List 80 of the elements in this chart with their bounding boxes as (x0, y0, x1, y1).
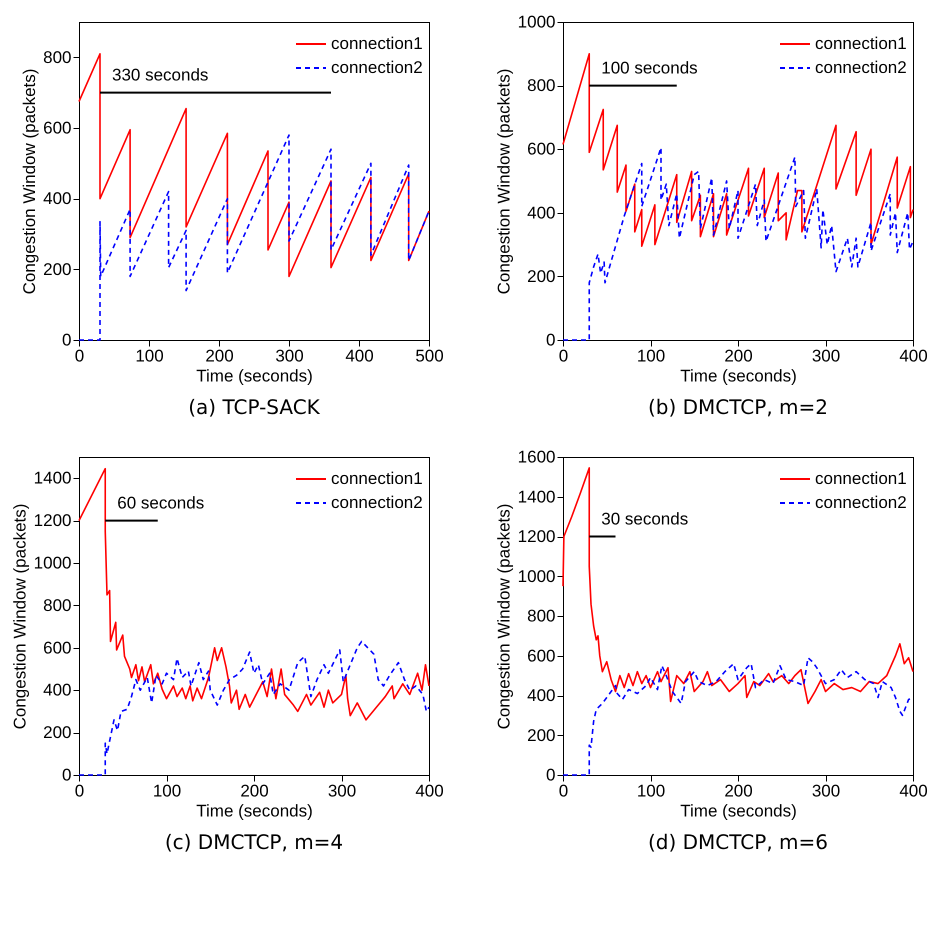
text: (c) DMCTCP, m=4 (164, 830, 344, 854)
y-tick-label: 400 (43, 680, 72, 700)
y-tick-label: 600 (43, 118, 72, 138)
annotation: 30 seconds (601, 510, 688, 528)
x-tick-label: 100 (636, 782, 666, 800)
y-tick-label: 800 (43, 596, 72, 615)
y-tick-label: 1000 (518, 566, 556, 586)
x-tick-label: 100 (636, 346, 666, 366)
y-tick-label: 200 (43, 723, 72, 742)
x-tick-label: 200 (724, 346, 753, 366)
y-tick-label: 800 (527, 76, 556, 96)
y-axis-title: Congestion Window (packets) (494, 504, 514, 730)
line-series (78, 53, 430, 278)
y-tick-label: 1200 (34, 511, 72, 530)
annotation: 330 seconds (112, 66, 208, 85)
line-series (78, 468, 430, 721)
x-tick-label: 200 (240, 782, 269, 800)
x-tick-label: 0 (558, 782, 568, 800)
legend-label: connection2 (815, 58, 907, 77)
legend-label: connection2 (331, 493, 423, 512)
line-series (562, 467, 914, 704)
legend-label: connection1 (815, 469, 907, 488)
y-tick-label: 1400 (34, 468, 72, 488)
line-series (562, 53, 914, 247)
text: (a) TCP-SACK (188, 395, 321, 419)
text: (b) DMCTCP, m=2 (648, 395, 828, 419)
x-tick-label: 400 (899, 346, 928, 366)
y-tick-label: 800 (43, 48, 72, 67)
x-tick-label: 0 (74, 782, 84, 800)
x-tick-label: 300 (812, 782, 840, 800)
y-tick-label: 1400 (518, 487, 556, 506)
y-tick-label: 1000 (34, 554, 72, 572)
y-axis-title: Congestion Window (packets) (10, 504, 30, 730)
text: (d) DMCTCP, m=6 (648, 830, 828, 854)
x-tick-label: 100 (152, 782, 182, 800)
legend-label: connection2 (815, 493, 907, 512)
y-tick-label: 0 (62, 330, 72, 350)
x-tick-label: 400 (415, 782, 444, 800)
x-tick-label: 300 (275, 346, 304, 366)
line-series (562, 146, 914, 341)
x-axis-title: Time (seconds) (196, 802, 313, 820)
y-tick-label: 600 (527, 646, 556, 666)
annotation: 100 seconds (601, 58, 698, 78)
y-tick-label: 200 (527, 266, 556, 286)
legend-label: connection1 (815, 34, 907, 53)
x-axis-title: Time (seconds) (196, 366, 313, 386)
y-tick-label: 200 (527, 726, 556, 745)
x-tick-label: 500 (415, 346, 444, 366)
y-tick-label: 1600 (518, 448, 556, 466)
line-series (78, 134, 430, 341)
y-tick-label: 200 (43, 260, 72, 279)
x-tick-label: 0 (74, 346, 84, 366)
y-tick-label: 0 (546, 766, 556, 784)
y-tick-label: 1000 (518, 12, 556, 32)
x-tick-label: 100 (135, 346, 164, 366)
x-tick-label: 300 (328, 782, 356, 800)
y-tick-label: 1200 (518, 527, 556, 546)
legend-label: connection1 (331, 34, 423, 53)
y-axis-title: Congestion Window (packets) (20, 68, 40, 294)
x-axis-title: Time (seconds) (680, 366, 797, 386)
annotation: 60 seconds (117, 494, 204, 513)
x-tick-label: 200 (205, 346, 234, 366)
x-tick-label: 200 (724, 782, 753, 800)
y-tick-label: 600 (527, 140, 556, 159)
line-series (78, 640, 430, 776)
y-tick-label: 0 (62, 766, 72, 784)
y-tick-label: 400 (527, 686, 556, 705)
x-tick-label: 0 (558, 346, 568, 366)
x-axis-title: Time (seconds) (680, 802, 797, 820)
y-axis-title: Congestion Window (packets) (494, 68, 514, 294)
y-tick-label: 600 (43, 638, 72, 658)
x-tick-label: 300 (812, 346, 840, 366)
y-tick-label: 800 (527, 606, 556, 626)
legend-label: connection1 (331, 469, 423, 488)
legend-label: connection2 (331, 58, 423, 77)
x-tick-label: 400 (345, 346, 374, 366)
y-tick-label: 400 (527, 203, 556, 222)
x-tick-label: 400 (899, 782, 928, 800)
y-tick-label: 0 (546, 330, 556, 350)
y-tick-label: 400 (43, 189, 72, 208)
